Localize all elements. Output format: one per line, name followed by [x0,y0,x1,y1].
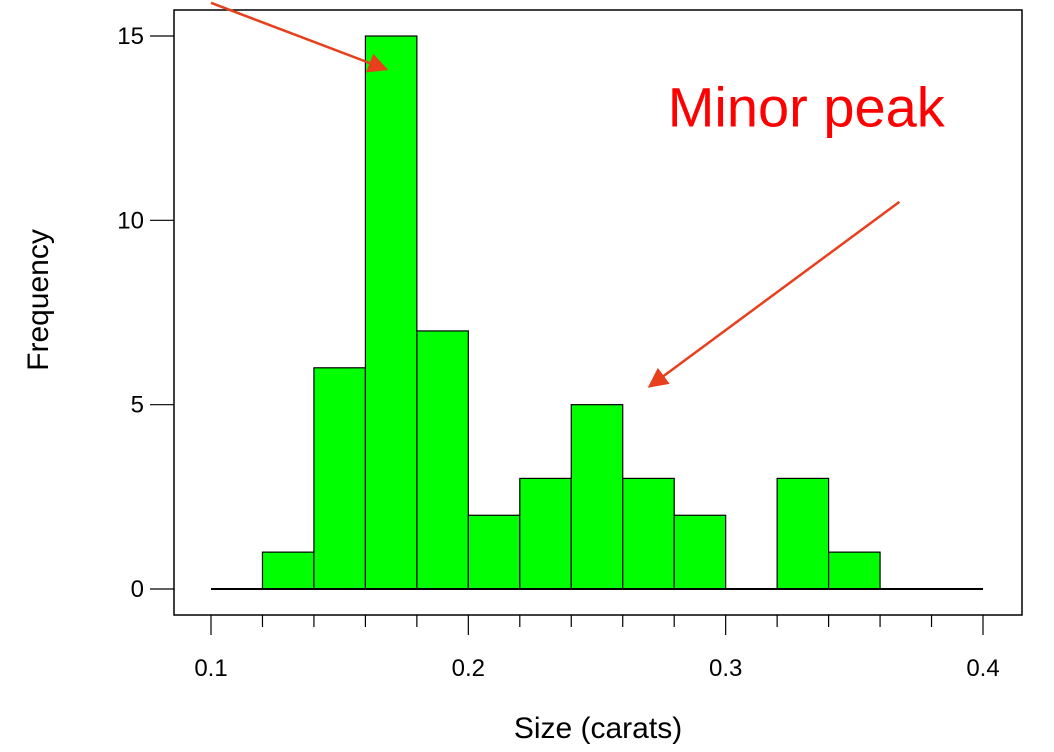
histogram-bar [570,404,624,590]
y-tick-label: 5 [131,392,144,419]
histogram-bar [622,477,675,590]
histogram-bar [827,551,881,590]
annotation-arrow [210,1,389,73]
x-tick-label: 0.2 [452,655,485,682]
y-tick-label: 15 [117,23,144,50]
y-axis-title: Frequency [22,229,55,371]
histogram-bar [261,551,315,590]
x-tick-label: 0.3 [709,655,742,682]
y-axis: 0 5 10 15 [117,23,174,603]
x-tick-label: 0.4 [966,655,999,682]
histogram-bar [467,514,521,590]
y-tick-label: 10 [117,207,144,234]
plot-frame [173,9,1023,616]
histogram-bar [519,477,572,590]
x-axis-title: Size (carats) [514,712,682,745]
histogram-bar [673,514,727,590]
annotation-arrow [647,200,901,388]
x-axis: 0.1 0.2 0.3 0.4 [194,615,1000,682]
histogram-bar [776,477,830,590]
y-tick-label: 0 [131,576,144,603]
x-tick-label: 0.1 [194,655,227,682]
histogram-bar [364,35,418,590]
annotation-layer: Minor peak [210,1,946,388]
annotation-label: Minor peak [668,75,946,138]
histogram-bar [313,367,366,590]
histogram-bar [416,330,469,590]
